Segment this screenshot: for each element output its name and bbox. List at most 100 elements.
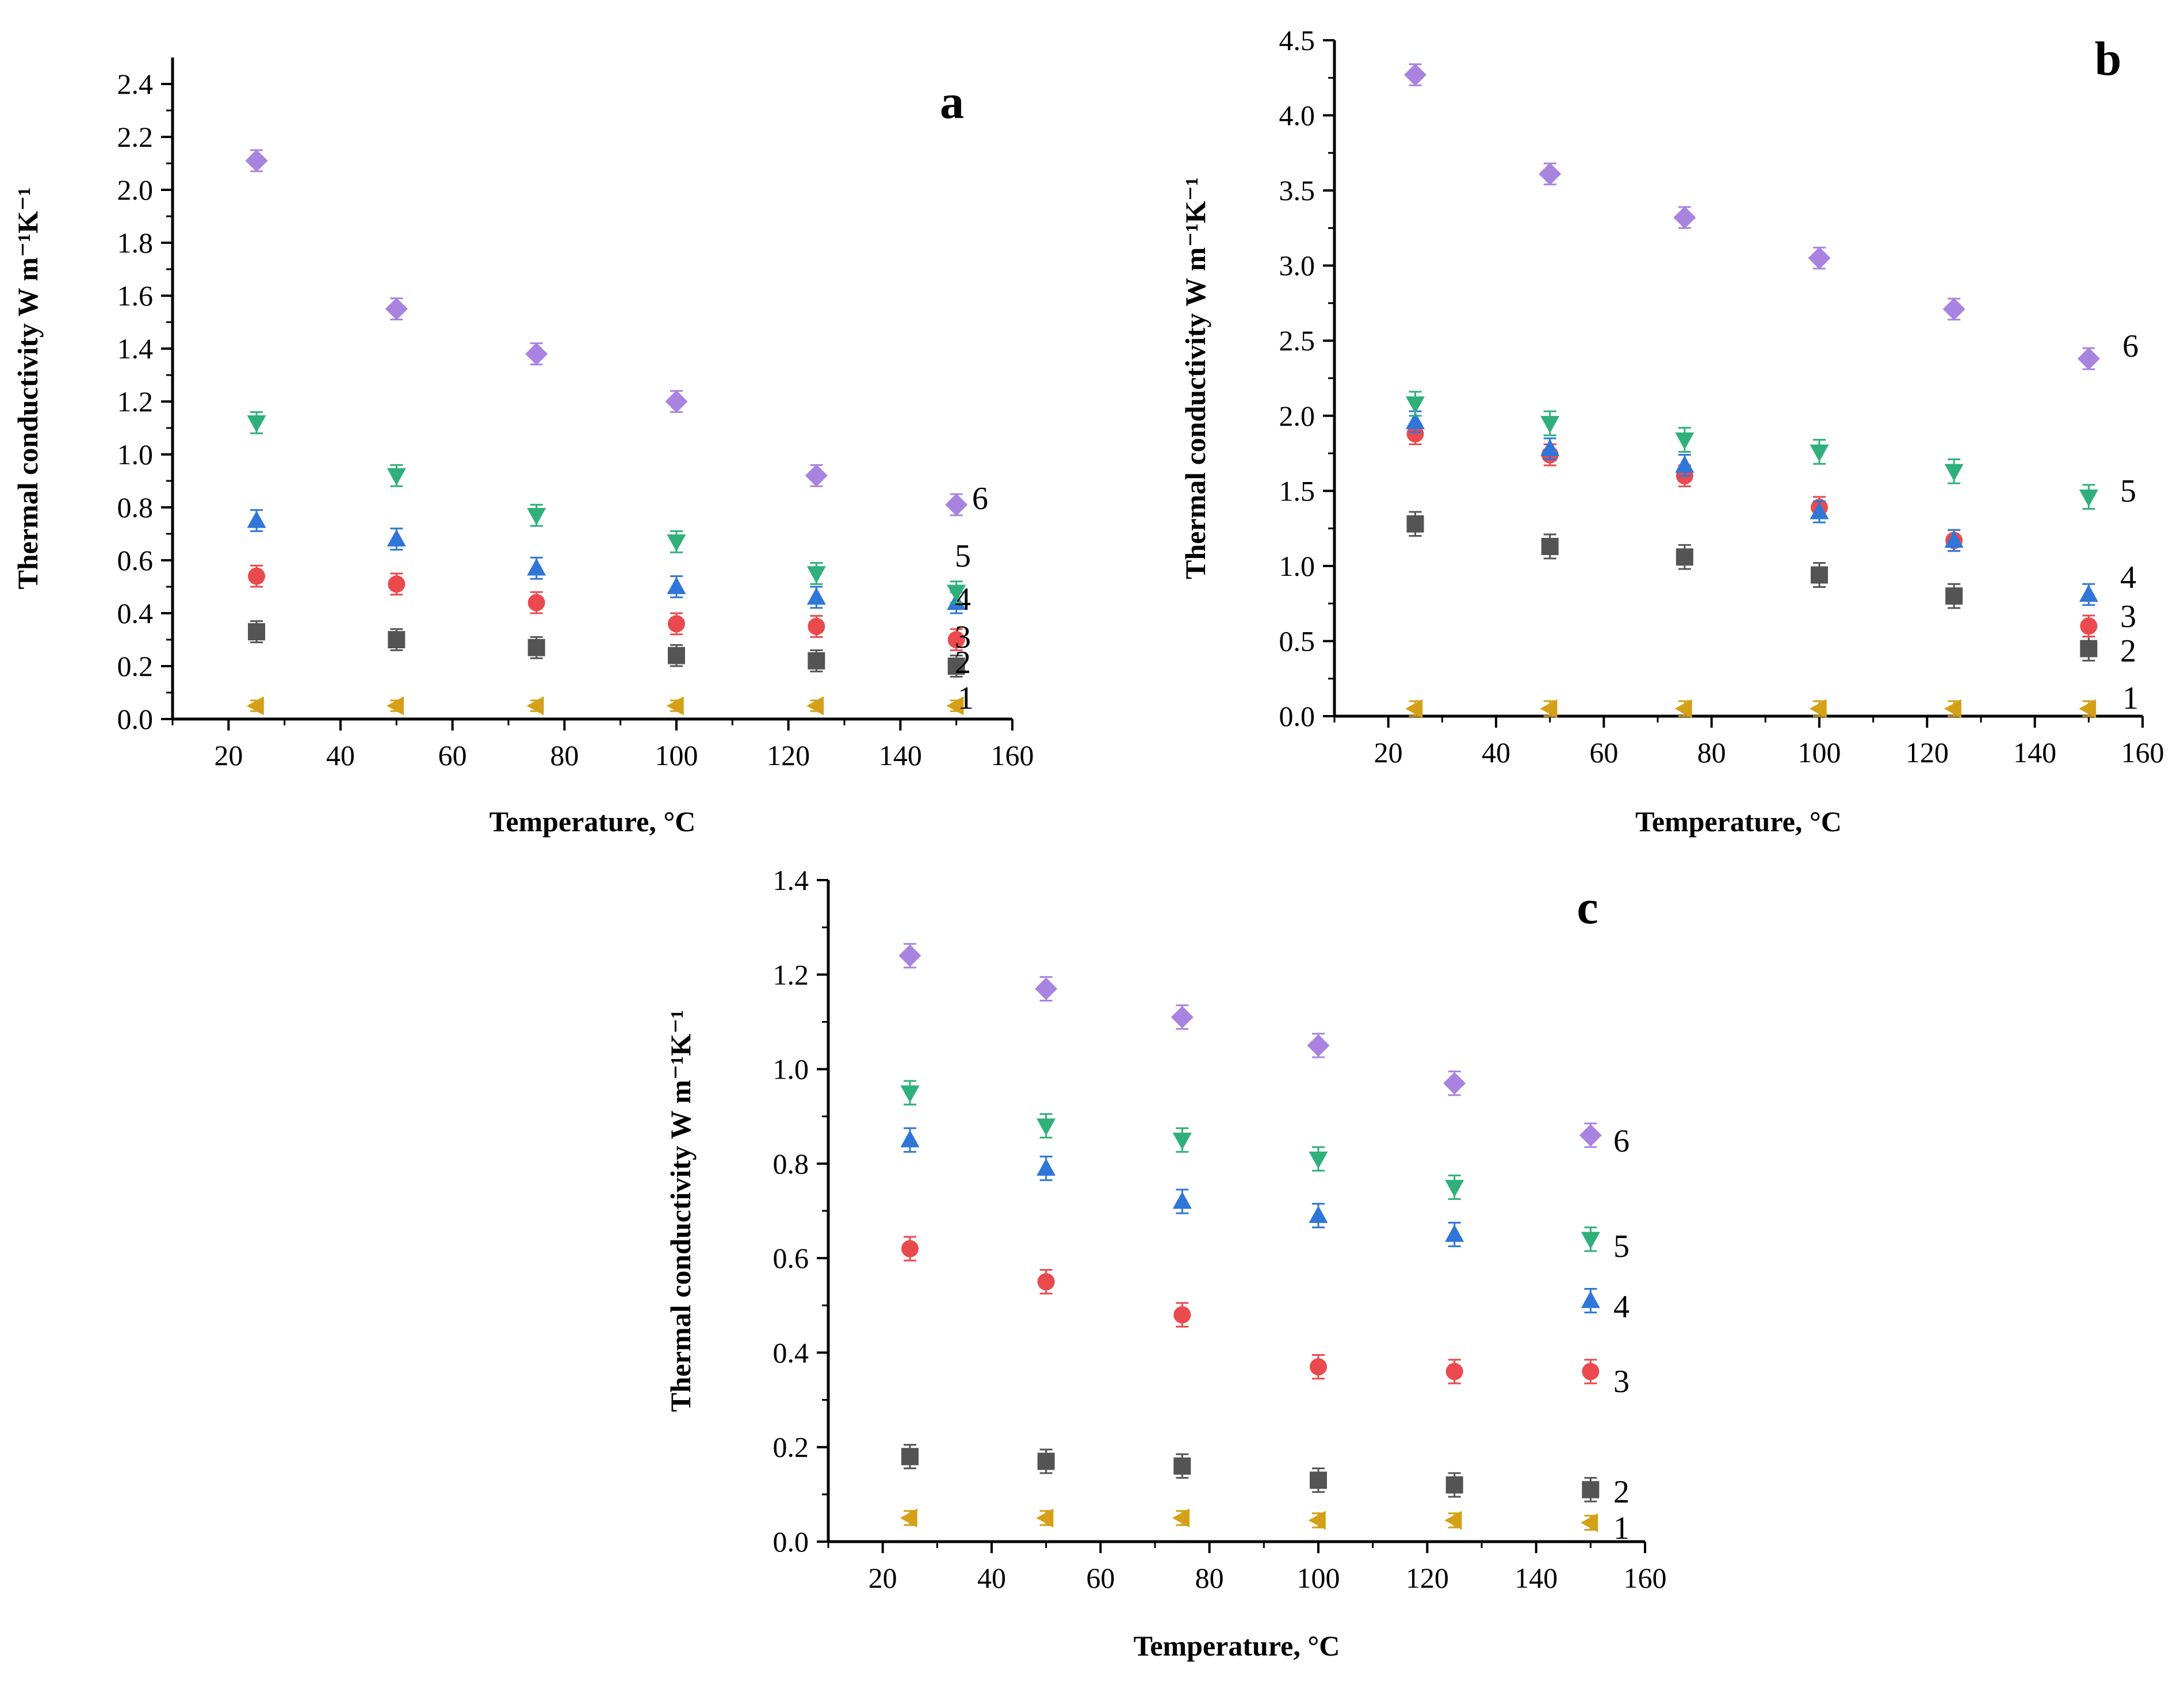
y-axis-title: Thermal conductivity W m⁻¹K⁻¹ (1179, 177, 1211, 579)
data-point (527, 594, 545, 611)
data-point (1036, 1118, 1056, 1136)
data-point (900, 1508, 917, 1528)
data-point (1674, 699, 1692, 718)
data-point (1581, 1232, 1600, 1249)
data-point (1541, 537, 1559, 555)
x-tick-label: 100 (1297, 1562, 1340, 1594)
data-point (1406, 515, 1424, 533)
data-point (1036, 1158, 1056, 1176)
chart-panel-b: 0.0 0.5 1.0 1.5 2.0 2.5 3.0 3.5 4.0 4.5 20 40 60 80 10… (1179, 24, 2164, 838)
data-point (2079, 699, 2097, 718)
x-tick-label: 100 (1798, 736, 1841, 769)
data-point (808, 618, 825, 635)
data-point (947, 631, 965, 648)
series-label: 5 (2120, 473, 2136, 509)
data-point (1579, 1124, 1602, 1147)
data-point (247, 415, 266, 433)
y-tick-label: 1.8 (117, 227, 154, 259)
series-label: 1 (1613, 1511, 1630, 1546)
x-tick-label: 60 (1589, 736, 1618, 769)
data-point (1944, 530, 1964, 548)
x-tick-label: 40 (977, 1562, 1006, 1594)
data-point (248, 623, 265, 641)
y-tick-label: 0.5 (1279, 625, 1315, 657)
x-tick-label: 20 (214, 739, 243, 771)
data-point (1540, 699, 1558, 718)
series-2 (1406, 511, 2098, 662)
data-point (1673, 206, 1696, 229)
series-1 (900, 1508, 1598, 1532)
series-label: 2 (1613, 1474, 1630, 1510)
series-6 (898, 943, 1602, 1148)
data-point (2079, 584, 2098, 602)
x-tick-label: 80 (1697, 736, 1726, 769)
data-point (898, 944, 921, 967)
data-point (1540, 416, 1560, 434)
data-point (1037, 1273, 1055, 1291)
series-1 (246, 696, 964, 716)
y-tick-label: 1.0 (773, 1053, 809, 1085)
data-point (1582, 1363, 1600, 1381)
data-point (526, 696, 544, 716)
x-axis-title: Temperature, °C (1635, 805, 1842, 838)
data-point (1811, 566, 1828, 584)
series-label: 2 (2120, 633, 2136, 669)
data-point (245, 149, 268, 172)
data-point (1171, 1006, 1194, 1029)
data-point (805, 464, 828, 487)
x-tick-label: 140 (2013, 736, 2056, 769)
data-point (1445, 1224, 1464, 1242)
data-point (1406, 411, 1425, 429)
data-point (1307, 1034, 1330, 1057)
series-1 (1405, 699, 2097, 718)
data-point (667, 534, 686, 552)
y-tick-label: 2.0 (1279, 400, 1315, 432)
data-point (1037, 1452, 1055, 1470)
data-point (246, 696, 264, 716)
data-point (947, 584, 966, 602)
y-tick-label: 0.8 (773, 1148, 809, 1180)
data-point (1944, 464, 1964, 481)
y-tick-label: 0.4 (773, 1336, 809, 1368)
x-axis-title: Temperature, °C (1134, 1630, 1340, 1662)
data-point (665, 390, 688, 413)
chart-panel-a: 0.0 0.2 0.4 0.6 0.8 1.0 1.2 1.4 1.6 1.8 2.0 2.2 2.4 2… (12, 58, 1034, 838)
data-point (1581, 1290, 1600, 1308)
data-point (1172, 1191, 1192, 1209)
y-tick-label: 2.5 (1279, 324, 1315, 357)
x-tick-label: 20 (1374, 736, 1403, 769)
data-point (1309, 1205, 1328, 1223)
data-point (247, 510, 266, 528)
y-tick-label: 2.2 (117, 121, 154, 153)
x-tick-label: 120 (1406, 1562, 1449, 1594)
x-tick-label: 20 (869, 1562, 897, 1594)
data-point (1405, 699, 1423, 718)
series-5 (1406, 391, 2098, 510)
data-point (1675, 432, 1695, 450)
x-tick-label: 80 (1195, 1562, 1224, 1594)
data-point (946, 696, 964, 716)
data-point (1310, 1358, 1327, 1376)
y-axis-title: Thermal conductivity W m⁻¹K⁻¹ (664, 1010, 697, 1412)
data-point (1445, 1476, 1463, 1494)
x-tick-label: 160 (1624, 1562, 1667, 1594)
data-point (1581, 1513, 1598, 1532)
y-tick-label: 3.0 (1279, 250, 1315, 282)
data-point (1942, 297, 1965, 320)
series-5 (247, 411, 966, 604)
y-tick-label: 0.6 (773, 1242, 809, 1274)
data-point (1676, 548, 1693, 566)
data-point (1539, 162, 1562, 185)
data-point (808, 652, 825, 670)
data-point (2077, 347, 2100, 370)
y-tick-label: 4.0 (1279, 100, 1315, 132)
series-6 (245, 149, 968, 517)
series-2 (901, 1444, 1600, 1503)
y-tick-label: 1.0 (117, 438, 154, 471)
data-point (527, 558, 546, 576)
data-point (1406, 396, 1425, 414)
series-label: 6 (972, 481, 988, 517)
data-point (1172, 1133, 1192, 1150)
series-3 (248, 564, 965, 651)
